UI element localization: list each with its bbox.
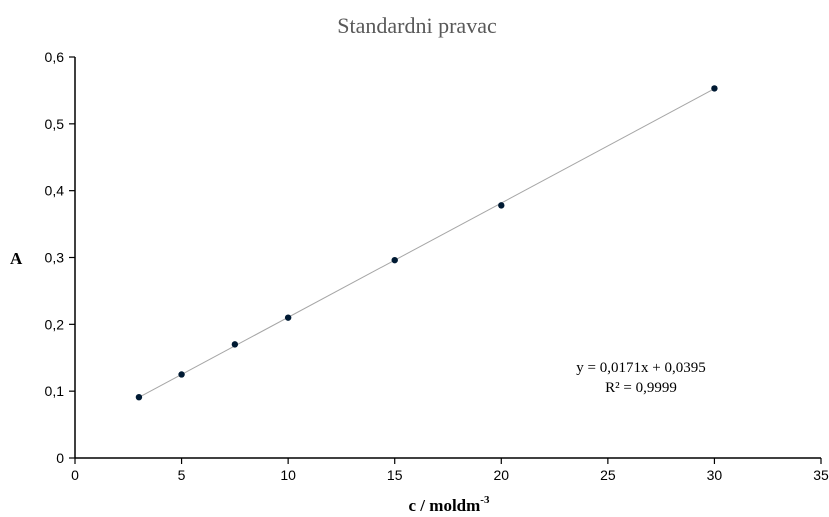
- x-axis-label-main: c / moldm: [409, 496, 481, 515]
- y-tick-label: 0: [56, 450, 64, 466]
- x-tick-label: 20: [493, 467, 509, 483]
- x-tick-label: 25: [600, 467, 616, 483]
- y-tick-label: 0,5: [45, 116, 65, 132]
- y-tick-label: 0,3: [45, 250, 65, 266]
- data-point: [231, 341, 239, 348]
- x-axis-label-superscript: -3: [480, 494, 490, 506]
- trendline-group: [138, 88, 715, 398]
- y-axis-label: A: [10, 249, 23, 268]
- data-point: [391, 256, 398, 264]
- data-point: [135, 393, 143, 401]
- trendline-equation: y = 0,0171x + 0,0395: [576, 360, 705, 376]
- x-tick-label: 0: [71, 467, 79, 483]
- y-tick-label: 0,1: [45, 383, 65, 399]
- x-tick-label: 10: [280, 467, 296, 483]
- x-axis-ticks: 0 5 10 15 20 25 30 35: [71, 458, 829, 483]
- x-tick-label: 15: [387, 467, 403, 483]
- chart-title: Standardni pravac: [337, 13, 497, 38]
- x-tick-label: 30: [707, 467, 723, 483]
- y-tick-label: 0,4: [45, 183, 65, 199]
- x-tick-label: 35: [813, 467, 829, 483]
- y-axis-ticks: 0 0,1 0,2 0,3 0,4 0,5 0,6: [45, 49, 75, 466]
- trendline: [138, 88, 715, 398]
- x-axis-label: c / moldm-3: [409, 494, 490, 515]
- y-tick-label: 0,2: [45, 316, 65, 332]
- axes: [74, 57, 821, 459]
- data-point: [498, 202, 505, 209]
- x-tick-label: 5: [178, 467, 186, 483]
- y-tick-label: 0,6: [45, 49, 65, 65]
- r-squared-label: R² = 0,9999: [605, 380, 677, 396]
- data-point: [284, 314, 292, 321]
- data-point: [711, 85, 718, 92]
- data-points: [135, 85, 718, 401]
- data-point: [178, 371, 185, 378]
